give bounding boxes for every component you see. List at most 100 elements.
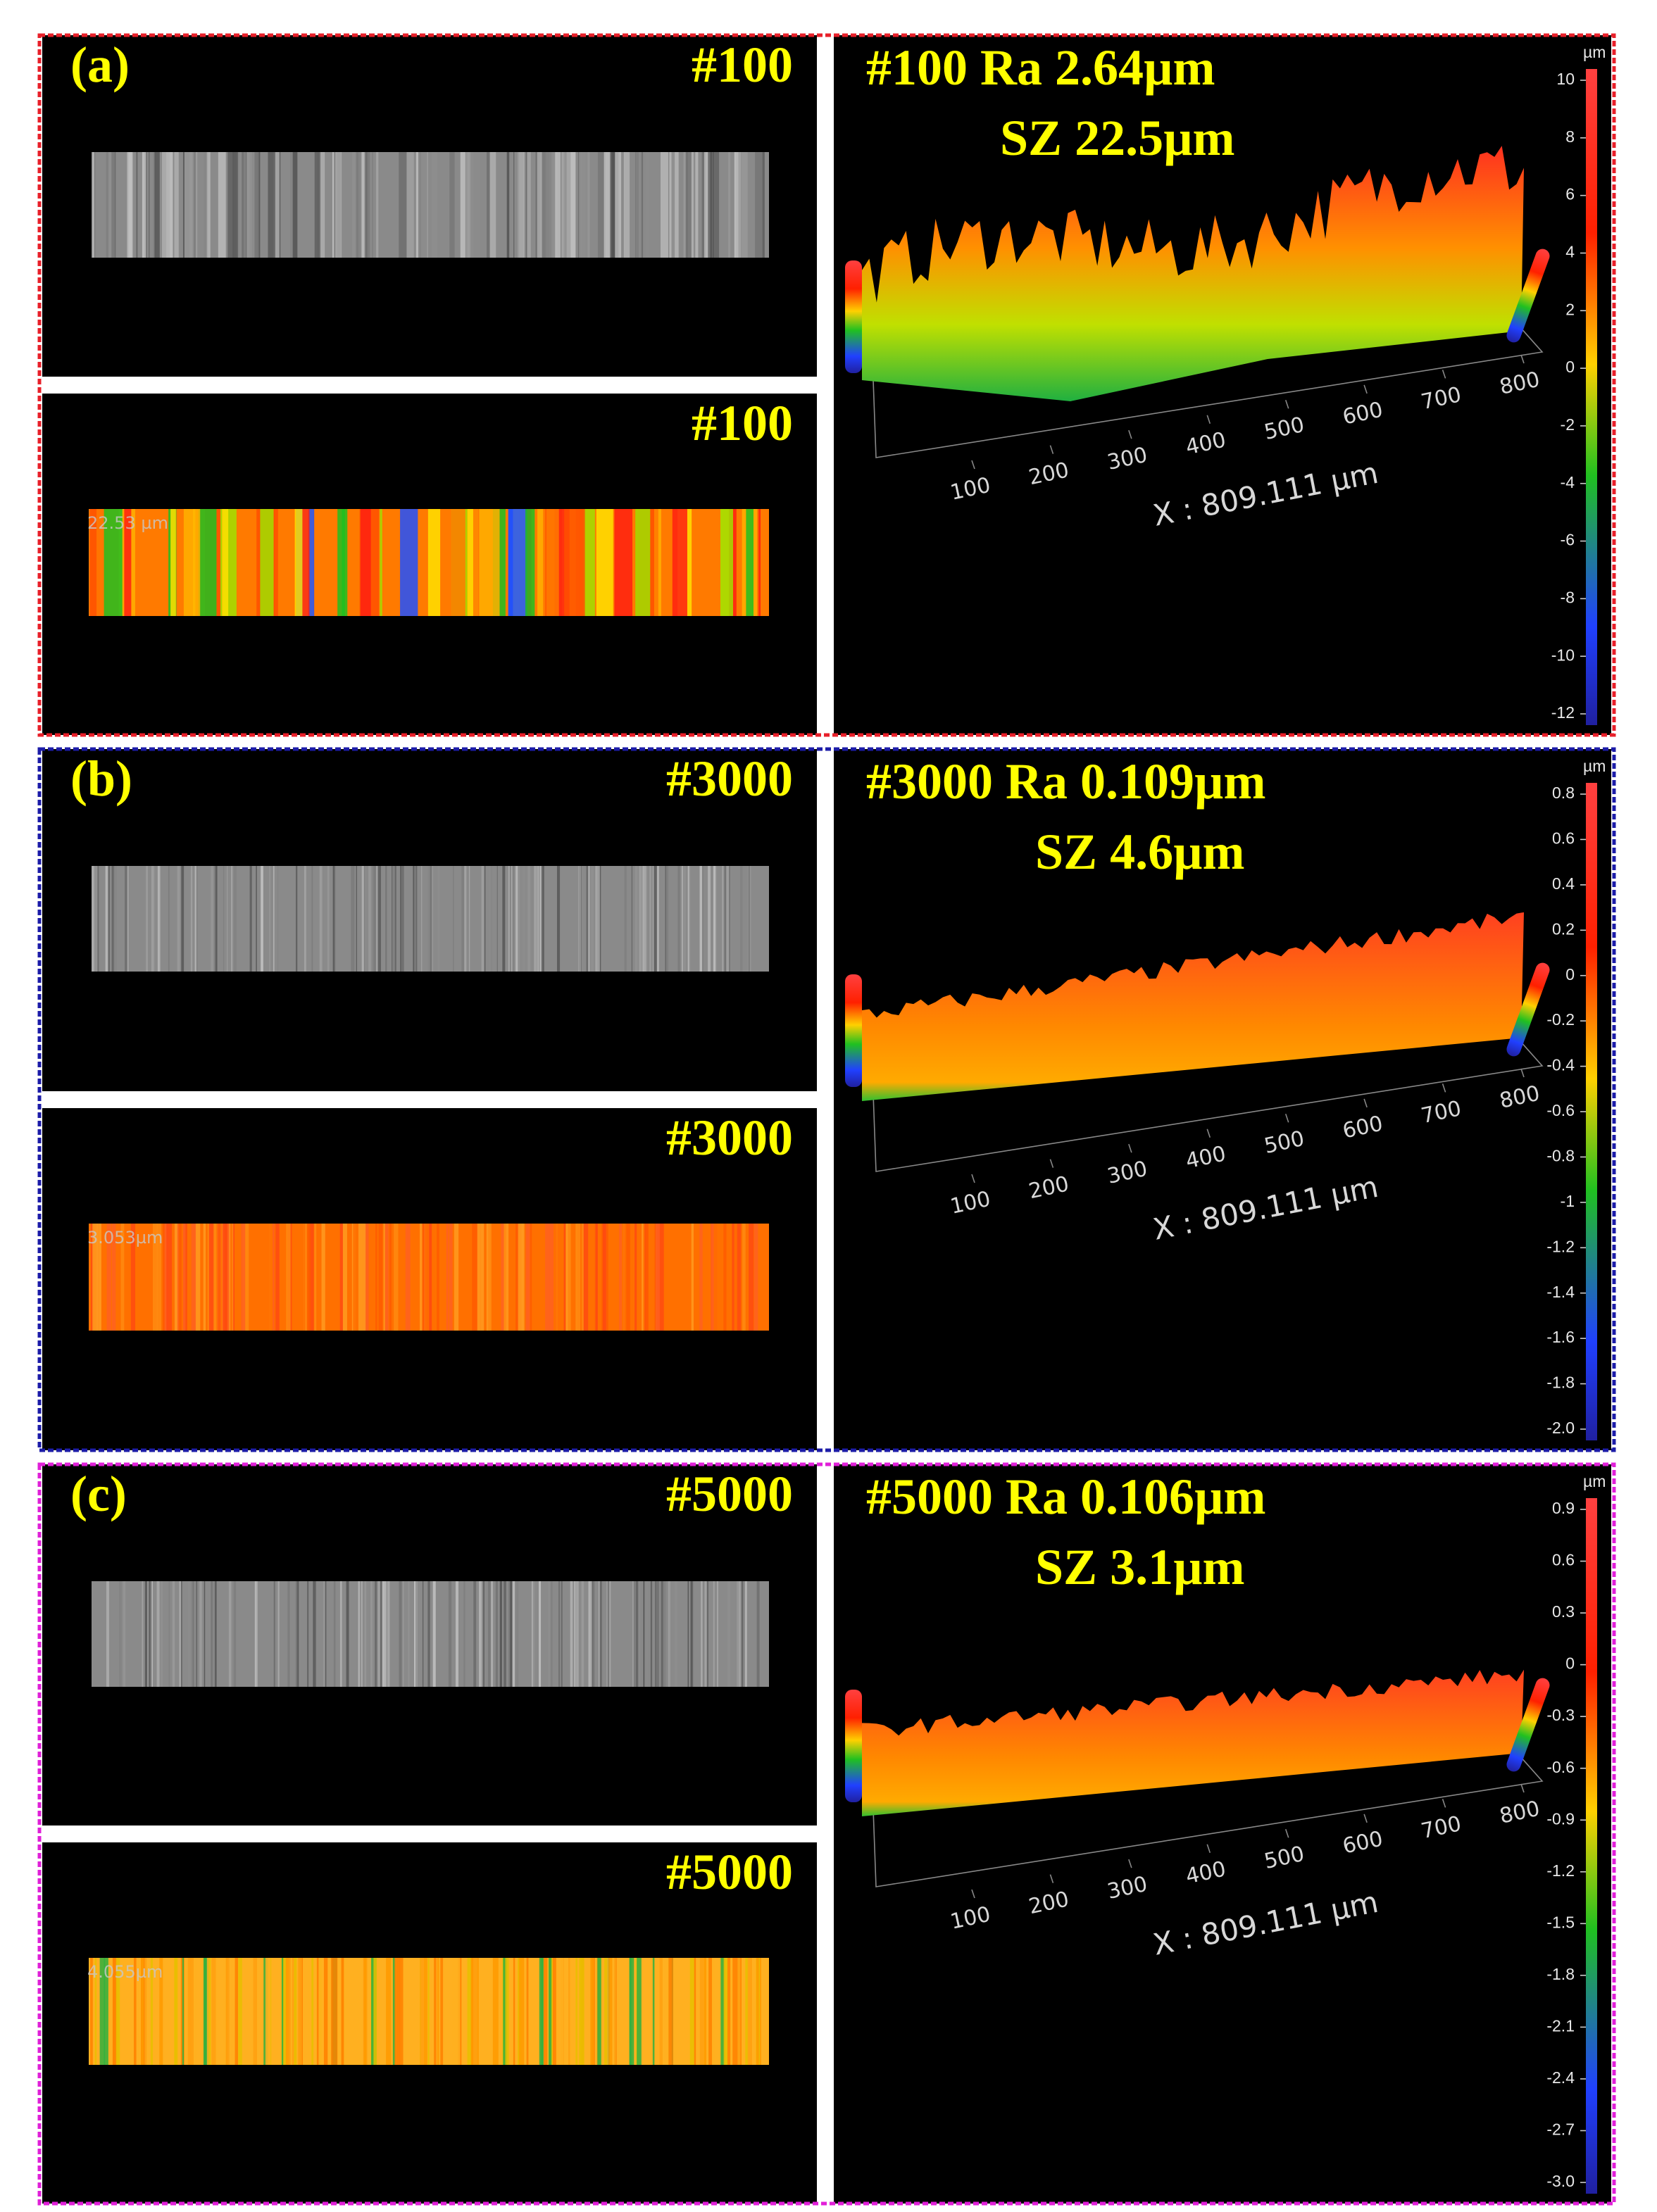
colorbar-tick-label: -0.6 bbox=[1546, 1101, 1575, 1119]
height-map-texture bbox=[360, 509, 371, 616]
roughness-title: #3000 Ra 0.109µm bbox=[866, 753, 1265, 810]
height-map-texture bbox=[211, 1224, 214, 1331]
height-map-texture bbox=[427, 1958, 430, 2065]
micrograph-texture bbox=[660, 152, 669, 258]
height-map-texture bbox=[597, 1958, 601, 2065]
height-map-texture bbox=[174, 1224, 178, 1331]
micrograph-texture bbox=[756, 1581, 760, 1687]
micrograph-texture bbox=[527, 152, 531, 258]
micrograph-texture bbox=[548, 1581, 550, 1687]
panel-label: (a) bbox=[70, 37, 130, 93]
micrograph-texture bbox=[561, 1581, 563, 1687]
micrograph-texture bbox=[427, 866, 430, 972]
height-map-texture bbox=[153, 1224, 158, 1331]
colorbar-unit: µm bbox=[1583, 757, 1606, 775]
micrograph-texture bbox=[368, 866, 371, 972]
micrograph-texture bbox=[593, 1581, 595, 1687]
micrograph-texture bbox=[539, 866, 543, 972]
micrograph-texture bbox=[510, 1581, 513, 1687]
micrograph-texture bbox=[430, 866, 432, 972]
height-map-texture bbox=[437, 1958, 439, 2065]
panel-label: (b) bbox=[70, 750, 132, 807]
micrograph-texture bbox=[208, 152, 211, 258]
micrograph-texture bbox=[588, 1581, 592, 1687]
height-map-texture bbox=[208, 1958, 211, 2065]
micrograph-texture bbox=[635, 152, 642, 258]
micrograph-texture bbox=[172, 1581, 175, 1687]
micrograph-texture bbox=[702, 1581, 705, 1687]
micrograph-texture bbox=[570, 1581, 573, 1687]
grade-label: #5000 bbox=[666, 1844, 793, 1900]
micrograph-texture bbox=[358, 152, 365, 258]
height-map-texture bbox=[694, 1958, 696, 2065]
height-map-texture bbox=[289, 1958, 291, 2065]
micrograph-texture bbox=[387, 1581, 390, 1687]
micrograph-texture bbox=[187, 152, 190, 258]
height-map-texture bbox=[518, 1958, 525, 2065]
micrograph-texture bbox=[713, 1581, 715, 1687]
height-map-texture bbox=[286, 1224, 291, 1331]
micrograph-texture bbox=[437, 866, 440, 972]
micrograph-texture bbox=[541, 866, 544, 972]
height-map-texture bbox=[191, 1224, 196, 1331]
height-map-texture bbox=[739, 1958, 742, 2065]
colorbar-tick-label: 8 bbox=[1565, 127, 1575, 146]
colorbar-unit: µm bbox=[1583, 43, 1606, 61]
micrograph-texture bbox=[578, 866, 582, 972]
colorbar-tick-label: -2.1 bbox=[1546, 2016, 1575, 2035]
colorbar bbox=[1586, 1498, 1597, 2194]
micrograph-texture bbox=[527, 866, 531, 972]
height-map-texture bbox=[106, 1224, 112, 1331]
micrograph-texture bbox=[714, 152, 720, 258]
micrograph-texture bbox=[169, 152, 173, 258]
side-colorbar bbox=[1506, 962, 1550, 1057]
micrograph-texture bbox=[325, 1581, 327, 1687]
micrograph-texture bbox=[215, 1581, 217, 1687]
height-map-texture bbox=[476, 1958, 479, 2065]
micrograph-texture bbox=[227, 152, 234, 258]
micrograph-texture bbox=[539, 152, 546, 258]
x-tick bbox=[1363, 1098, 1368, 1108]
height-map-texture bbox=[363, 1958, 367, 2065]
height-map-texture bbox=[92, 1224, 99, 1331]
height-map-texture bbox=[513, 1958, 515, 2065]
colorbar-tick-label: -1.2 bbox=[1546, 1237, 1575, 1255]
x-tick bbox=[1520, 354, 1525, 364]
colorbar-tick-label: -1 bbox=[1561, 1192, 1575, 1210]
micrograph-texture bbox=[335, 152, 342, 258]
micrograph-texture bbox=[333, 1581, 336, 1687]
micrograph-texture bbox=[449, 152, 455, 258]
micrograph-texture bbox=[634, 866, 638, 972]
micrograph-texture bbox=[491, 1581, 494, 1687]
micrograph-texture bbox=[523, 866, 525, 972]
micrograph-texture bbox=[314, 152, 321, 258]
micrograph-texture bbox=[591, 866, 594, 972]
micrograph-texture bbox=[654, 866, 657, 972]
colorbar-tick-label: -3.0 bbox=[1546, 2172, 1575, 2190]
height-map-texture bbox=[203, 1224, 206, 1331]
height-map-texture bbox=[499, 1958, 503, 2065]
micrograph-texture bbox=[244, 152, 246, 258]
micrograph-texture bbox=[179, 1581, 181, 1687]
height-map-texture bbox=[689, 1958, 695, 2065]
micrograph-texture bbox=[739, 866, 743, 972]
micrograph-texture bbox=[729, 866, 730, 972]
micrograph-texture bbox=[453, 866, 454, 972]
micrograph-texture bbox=[401, 866, 404, 972]
micrograph-texture bbox=[288, 1581, 290, 1687]
micrograph-texture bbox=[727, 1581, 730, 1687]
micrograph-texture bbox=[365, 152, 370, 258]
micrograph-texture bbox=[610, 1581, 613, 1687]
grade-label: #3000 bbox=[666, 1110, 793, 1166]
micrograph-texture bbox=[575, 1581, 579, 1687]
micrograph-texture bbox=[489, 152, 496, 258]
height-map-texture bbox=[281, 1958, 287, 2065]
micrograph-texture bbox=[449, 1581, 452, 1687]
micrograph-texture bbox=[487, 1581, 491, 1687]
colorbar-tick-label: 2 bbox=[1565, 300, 1575, 318]
height-map-texture bbox=[608, 1958, 613, 2065]
micrograph-texture bbox=[364, 1581, 367, 1687]
micrograph-texture bbox=[94, 152, 96, 258]
height-map-texture bbox=[380, 509, 382, 616]
height-map-texture bbox=[682, 1224, 686, 1331]
